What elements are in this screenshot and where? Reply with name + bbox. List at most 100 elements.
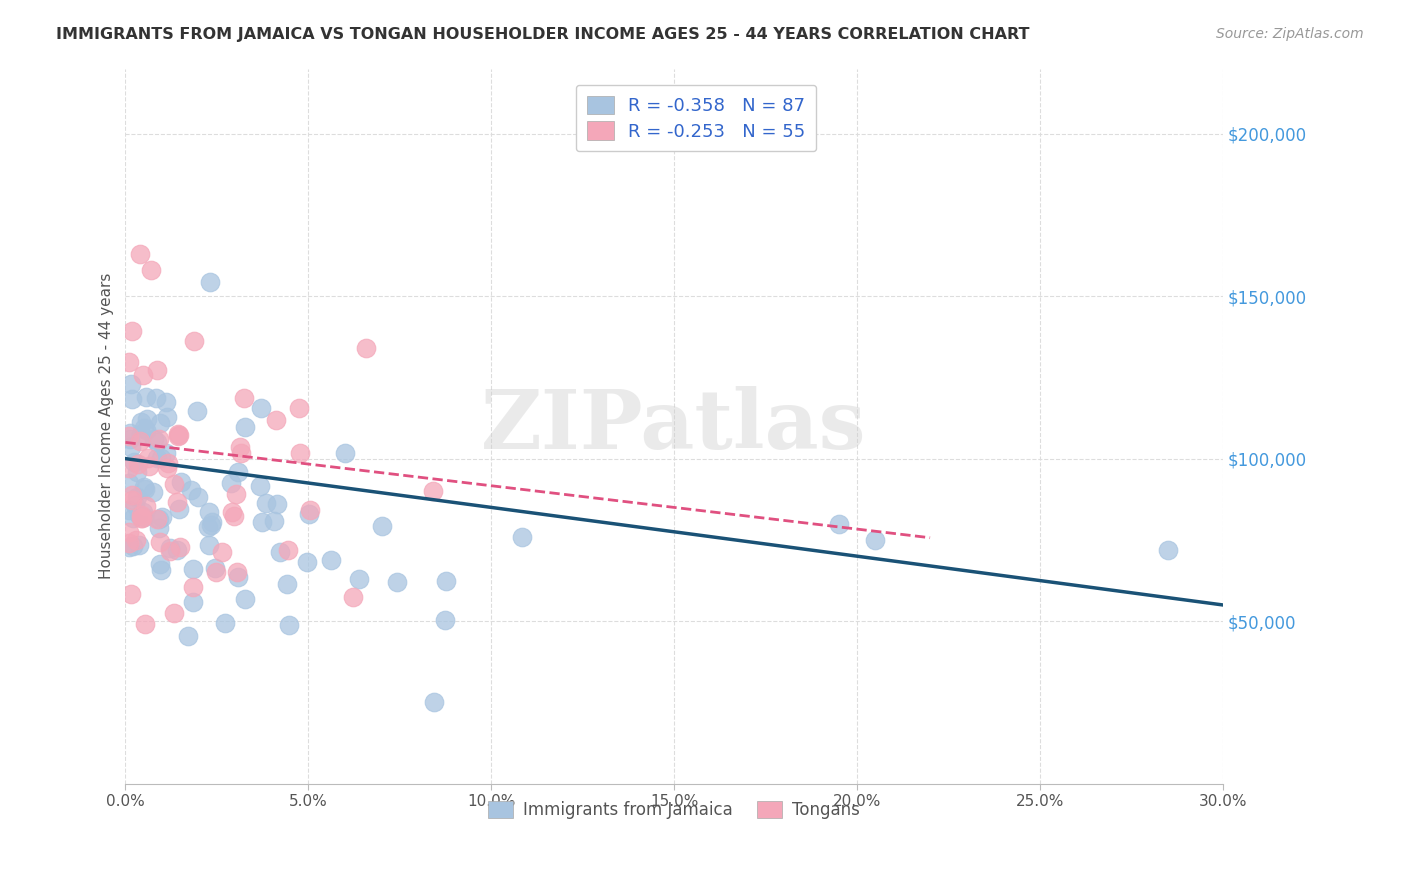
Point	[163, 476, 186, 491]
Point	[163, 606, 186, 620]
Point	[277, 543, 299, 558]
Point	[183, 334, 205, 348]
Point	[186, 403, 208, 417]
Point	[143, 433, 166, 447]
Point	[249, 479, 271, 493]
Point	[288, 445, 311, 459]
Point	[422, 696, 444, 710]
Point	[125, 533, 148, 548]
Point	[219, 476, 242, 491]
Point	[167, 502, 190, 516]
Point	[510, 530, 533, 544]
Point	[276, 576, 298, 591]
Point	[127, 457, 149, 471]
Point	[166, 543, 188, 558]
Point	[148, 416, 170, 430]
Point	[200, 517, 222, 532]
Point	[197, 538, 219, 552]
Point	[121, 488, 143, 502]
Point	[121, 324, 143, 338]
Point	[226, 570, 249, 584]
Text: ZIPatlas: ZIPatlas	[481, 386, 868, 467]
Y-axis label: Householder Income Ages 25 - 44 years: Householder Income Ages 25 - 44 years	[100, 273, 114, 579]
Point	[136, 412, 159, 426]
Point	[118, 355, 141, 369]
Point	[134, 617, 156, 632]
Point	[155, 446, 177, 460]
Point	[138, 459, 160, 474]
Point	[277, 618, 299, 632]
Point	[122, 455, 145, 469]
Point	[118, 525, 141, 540]
Point	[342, 591, 364, 605]
Point	[132, 368, 155, 382]
Point	[226, 465, 249, 479]
Point	[118, 432, 141, 446]
Point	[266, 497, 288, 511]
Point	[167, 427, 190, 442]
Point	[233, 419, 256, 434]
Point	[167, 428, 190, 442]
Point	[254, 496, 277, 510]
Point	[264, 413, 287, 427]
Point	[333, 446, 356, 460]
Point	[224, 509, 246, 524]
Point	[159, 544, 181, 558]
Point	[145, 512, 167, 526]
Point	[120, 587, 142, 601]
Point	[211, 545, 233, 559]
Point	[129, 508, 152, 523]
Point	[225, 487, 247, 501]
Point	[134, 510, 156, 524]
Point	[201, 515, 224, 529]
Point	[1157, 542, 1180, 557]
Point	[159, 541, 181, 555]
Point	[129, 415, 152, 429]
Point	[157, 457, 180, 471]
Point	[135, 423, 157, 437]
Point	[371, 519, 394, 533]
Point	[180, 483, 202, 498]
Point	[434, 574, 457, 588]
Point	[149, 558, 172, 572]
Point	[146, 435, 169, 450]
Point	[135, 499, 157, 513]
Point	[124, 498, 146, 512]
Point	[132, 480, 155, 494]
Point	[183, 595, 205, 609]
Point	[177, 629, 200, 643]
Point	[135, 390, 157, 404]
Point	[118, 425, 141, 440]
Point	[145, 363, 167, 377]
Point	[150, 450, 173, 465]
Point	[155, 395, 177, 409]
Point	[229, 440, 252, 454]
Point	[269, 545, 291, 559]
Point	[142, 484, 165, 499]
Point	[263, 514, 285, 528]
Point	[347, 572, 370, 586]
Point	[169, 540, 191, 554]
Point	[198, 275, 221, 289]
Point	[121, 440, 143, 454]
Point	[139, 263, 162, 277]
Point	[145, 391, 167, 405]
Point	[118, 475, 141, 490]
Point	[387, 574, 409, 589]
Point	[148, 512, 170, 526]
Point	[121, 392, 143, 407]
Point	[205, 565, 228, 579]
Point	[150, 563, 173, 577]
Point	[181, 561, 204, 575]
Point	[131, 510, 153, 524]
Point	[121, 510, 143, 524]
Text: Source: ZipAtlas.com: Source: ZipAtlas.com	[1216, 27, 1364, 41]
Point	[118, 428, 141, 442]
Point	[204, 561, 226, 575]
Point	[221, 505, 243, 519]
Point	[146, 451, 169, 466]
Legend: Immigrants from Jamaica, Tongans: Immigrants from Jamaica, Tongans	[481, 794, 868, 825]
Point	[297, 555, 319, 569]
Point	[166, 495, 188, 509]
Text: IMMIGRANTS FROM JAMAICA VS TONGAN HOUSEHOLDER INCOME AGES 25 - 44 YEARS CORRELAT: IMMIGRANTS FROM JAMAICA VS TONGAN HOUSEH…	[56, 27, 1029, 42]
